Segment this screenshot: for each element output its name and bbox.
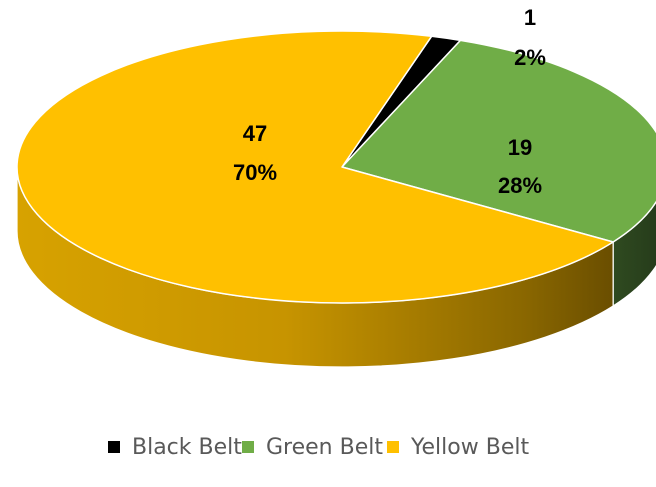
legend-item-yellow-belt: Yellow Belt <box>387 435 529 460</box>
legend-swatch <box>387 441 399 453</box>
legend-item-green-belt: Green Belt <box>242 435 383 460</box>
legend-label: Black Belt <box>132 435 242 460</box>
legend-swatch <box>108 441 120 453</box>
data-label-value: 19 <box>508 135 532 160</box>
slice-yellow-belt <box>16 30 614 304</box>
legend-label: Yellow Belt <box>410 435 529 460</box>
data-label-percent: 70% <box>233 160 277 185</box>
slice-green-belt <box>341 39 656 243</box>
data-label-value: 1 <box>524 5 536 30</box>
data-label-percent: 28% <box>498 173 542 198</box>
legend-label: Green Belt <box>266 435 383 460</box>
data-label-percent: 2% <box>514 45 546 70</box>
legend-item-black-belt: Black Belt <box>108 435 242 460</box>
data-label-value: 47 <box>243 121 267 146</box>
legend-swatch <box>242 441 254 453</box>
